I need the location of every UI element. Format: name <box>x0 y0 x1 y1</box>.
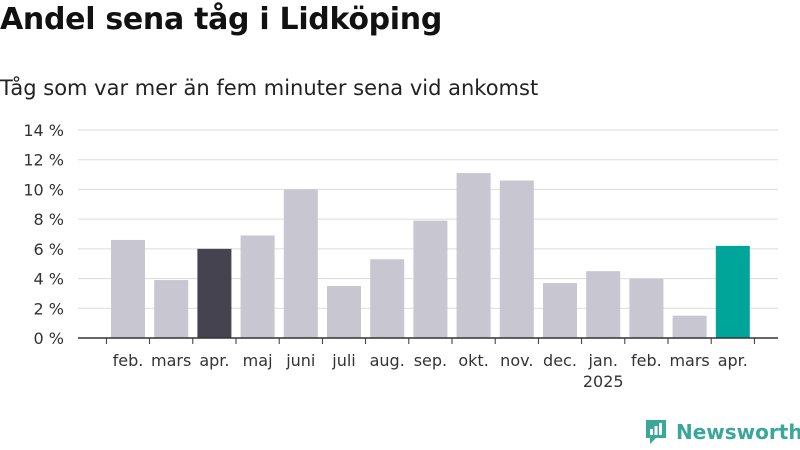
x-tick-label: sep. <box>414 351 447 370</box>
bar <box>111 239 145 338</box>
x-tick-label: juni <box>285 351 315 370</box>
x-tick-label: feb. <box>631 351 662 370</box>
x-tick-label: apr. <box>718 351 748 370</box>
x-tick-label: mars <box>151 351 191 370</box>
bar <box>715 245 750 338</box>
chart-title: Andel sena tåg i Lidköping <box>0 2 443 37</box>
y-tick-label: 12 % <box>23 151 64 170</box>
bar <box>586 271 621 338</box>
y-tick-label: 0 % <box>34 329 64 348</box>
y-tick-label: 14 % <box>23 121 64 140</box>
y-tick-label: 8 % <box>34 210 64 229</box>
bar <box>240 235 275 338</box>
x-tick-label: mars <box>669 351 709 370</box>
bar <box>543 283 577 338</box>
bar <box>456 173 491 338</box>
bar <box>283 189 318 338</box>
chart-subtitle: Tåg som var mer än fem minuter sena vid … <box>0 76 539 100</box>
x-tick-label: okt. <box>458 351 488 370</box>
x-tick-label: jan. <box>587 351 617 370</box>
x-tick-label: apr. <box>199 351 229 370</box>
bar <box>197 248 232 338</box>
newsworthy-logo-icon <box>646 420 666 444</box>
y-tick-label: 6 % <box>34 240 64 259</box>
y-tick-label: 4 % <box>34 270 64 289</box>
bar <box>327 286 361 338</box>
y-tick-label: 2 % <box>34 299 64 318</box>
x-tick-label: nov. <box>500 351 533 370</box>
bar <box>499 180 534 338</box>
bar <box>629 278 664 338</box>
bar <box>672 315 707 338</box>
x-year-label: 2025 <box>583 372 624 391</box>
bar <box>154 280 189 338</box>
brand: Newsworthy <box>644 418 800 446</box>
x-tick-label: aug. <box>370 351 405 370</box>
y-tick-label: 10 % <box>23 180 64 199</box>
bar <box>370 259 405 338</box>
bar <box>413 220 448 338</box>
x-tick-label: maj <box>243 351 273 370</box>
x-tick-label: juli <box>331 351 355 370</box>
brand-name: Newsworthy <box>676 420 800 444</box>
x-tick-label: feb. <box>113 351 144 370</box>
x-tick-label: dec. <box>543 351 577 370</box>
